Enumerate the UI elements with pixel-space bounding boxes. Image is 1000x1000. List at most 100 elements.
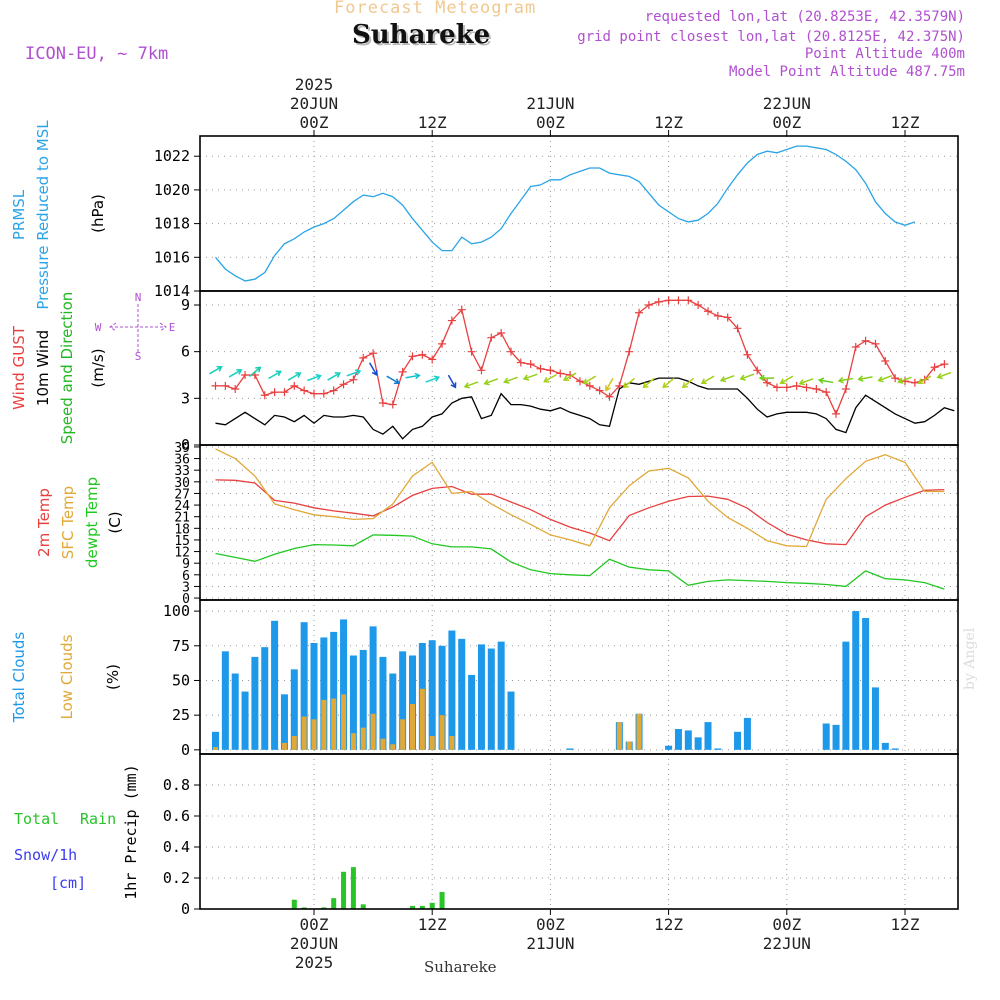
wind-arrow: [858, 376, 873, 381]
gust-marker: [507, 347, 515, 356]
gust-marker: [477, 366, 486, 375]
y-tick-label: 1018: [154, 215, 190, 233]
gust-marker: [349, 375, 358, 384]
gust-marker: [398, 367, 407, 376]
gust-marker: [792, 381, 801, 390]
bar-rain: [341, 871, 347, 909]
wind-arrow: [425, 376, 440, 383]
bar-total-clouds: [300, 622, 308, 750]
bar-rain: [360, 904, 366, 909]
label-total: Total: [14, 810, 59, 828]
location-title: Suhareke: [352, 20, 491, 50]
y-tick-label: 0.4: [163, 838, 190, 856]
bar-total-clouds: [340, 619, 348, 750]
gust-marker: [605, 392, 614, 401]
wind-arrow-head: [354, 369, 362, 376]
gust-marker: [546, 366, 555, 375]
point-altitude: Point Altitude 400m: [804, 46, 965, 62]
gust-marker: [260, 391, 269, 400]
wind-arrow-head: [798, 379, 805, 386]
gust-marker: [595, 386, 604, 395]
wind-arrow-head: [897, 377, 904, 384]
gust-marker: [930, 363, 939, 372]
bottom-tick-label: 12Z: [654, 915, 683, 934]
y-tick-label: 0.8: [163, 776, 190, 794]
bar-total-clouds: [231, 673, 239, 750]
gust-marker: [438, 339, 447, 348]
bar-total-clouds: [487, 648, 495, 750]
bar-total-clouds: [862, 618, 870, 750]
bar-total-clouds: [891, 748, 899, 750]
wind-arrow-head: [562, 375, 570, 382]
gust-marker: [684, 296, 693, 305]
panel-frame: [199, 135, 959, 292]
panel-label: (C): [106, 511, 124, 533]
wind-arrow-head: [681, 382, 688, 389]
wind-arrow: [447, 374, 457, 388]
wind-arrow-head: [216, 365, 223, 372]
wind-arrow: [780, 375, 794, 384]
bar-total-clouds: [507, 691, 515, 750]
y-tick-label: 0.2: [163, 869, 190, 887]
gust-marker: [221, 381, 230, 390]
bottom-tick-label: 22JUN: [763, 934, 811, 953]
panel-label: (%): [104, 664, 122, 690]
wind-arrow-head: [700, 378, 707, 385]
gust-marker: [329, 386, 338, 395]
wind-arrow: [583, 375, 597, 384]
wind-arrow-head: [463, 382, 471, 389]
wind-arrow: [346, 370, 361, 377]
bar-total-clouds: [704, 722, 712, 750]
compass-icon: [109, 304, 167, 352]
bar-total-clouds: [842, 641, 850, 750]
wind-arrow: [464, 381, 479, 388]
gust-marker: [516, 358, 525, 367]
bar-total-clouds: [320, 637, 328, 750]
gust-marker: [625, 347, 634, 356]
gust-marker: [378, 399, 387, 407]
bar-total-clouds: [251, 656, 259, 750]
line-10m-wind: [215, 377, 955, 440]
bar-total-clouds: [468, 674, 476, 750]
wind-arrow: [287, 372, 301, 381]
wind-arrow: [605, 377, 614, 391]
bar-total-clouds: [714, 748, 722, 750]
y-tick-label: 1016: [154, 248, 190, 266]
gust-marker: [871, 339, 880, 348]
wind-arrow: [307, 375, 321, 382]
y-tick-label: 24: [174, 499, 190, 514]
wind-arrow-head: [255, 366, 262, 373]
bar-rain: [291, 899, 297, 909]
bar-total-clouds: [734, 731, 742, 750]
y-tick-label: 0: [182, 592, 190, 607]
requested-coords: requested lon,lat (20.8253E, 42.3579N): [644, 9, 965, 25]
bar-total-clouds: [221, 651, 229, 750]
y-tick-label: 0: [181, 436, 190, 454]
wind-arrow: [838, 377, 853, 382]
gust-marker: [241, 371, 250, 379]
bar-total-clouds: [428, 640, 436, 750]
wind-arrow: [878, 375, 893, 382]
wind-arrow: [209, 366, 222, 375]
wind-arrow: [643, 377, 655, 388]
panel-label: dewpt Temp: [83, 477, 101, 568]
line-wind-gust: [215, 299, 945, 416]
wind-arrow: [701, 375, 715, 384]
bar-total-clouds: [359, 649, 367, 750]
y-tick-label: 6: [181, 343, 190, 361]
bar-low-clouds: [419, 688, 425, 750]
gust-marker: [910, 378, 919, 387]
gust-marker: [644, 301, 653, 309]
panel-label: PRMSL: [10, 189, 28, 240]
bar-total-clouds: [881, 742, 889, 750]
wind-arrow-head: [433, 375, 441, 382]
bar-low-clouds: [390, 744, 396, 750]
wind-arrow-head: [295, 372, 302, 378]
top-tick-label: 12Z: [654, 113, 683, 132]
wind-arrow-head: [817, 377, 825, 384]
wind-arrow-head: [450, 382, 457, 389]
compass-n: N: [135, 291, 142, 304]
top-tick-label: 2025: [295, 75, 334, 94]
wind-arrow: [623, 377, 636, 388]
bar-low-clouds: [321, 699, 327, 750]
